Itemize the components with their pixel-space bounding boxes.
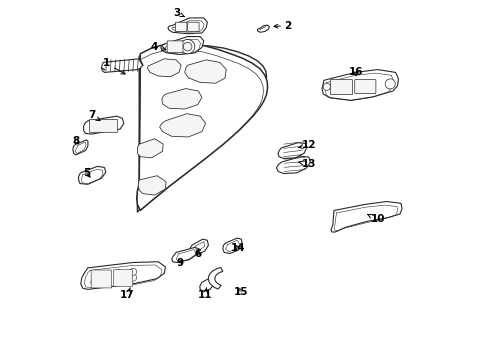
Polygon shape — [161, 37, 204, 54]
Polygon shape — [101, 59, 143, 72]
Text: 1: 1 — [103, 58, 125, 74]
FancyBboxPatch shape — [91, 270, 112, 288]
Text: 13: 13 — [298, 159, 317, 169]
Polygon shape — [160, 114, 205, 137]
Text: 11: 11 — [197, 288, 212, 301]
FancyBboxPatch shape — [114, 270, 132, 287]
Text: 10: 10 — [368, 214, 385, 224]
Polygon shape — [81, 262, 166, 289]
Polygon shape — [185, 60, 226, 83]
Polygon shape — [258, 25, 270, 32]
Text: 14: 14 — [230, 243, 245, 253]
Text: 2: 2 — [274, 21, 292, 31]
Text: 4: 4 — [151, 42, 166, 52]
Circle shape — [180, 40, 195, 54]
FancyBboxPatch shape — [330, 80, 353, 95]
Circle shape — [91, 279, 98, 286]
Polygon shape — [137, 43, 268, 211]
Circle shape — [129, 274, 137, 281]
Polygon shape — [278, 143, 307, 158]
Circle shape — [385, 79, 395, 89]
Text: 16: 16 — [349, 67, 364, 77]
Polygon shape — [73, 140, 88, 155]
Circle shape — [183, 42, 192, 51]
Circle shape — [101, 271, 108, 279]
Text: 15: 15 — [234, 287, 248, 297]
Circle shape — [323, 83, 330, 90]
Polygon shape — [223, 238, 242, 253]
FancyBboxPatch shape — [89, 120, 118, 132]
Text: 12: 12 — [298, 140, 317, 150]
Text: 9: 9 — [176, 258, 183, 268]
Polygon shape — [276, 156, 310, 174]
FancyBboxPatch shape — [175, 22, 187, 32]
Text: 6: 6 — [194, 248, 201, 258]
Polygon shape — [208, 267, 223, 289]
Polygon shape — [172, 247, 199, 262]
FancyBboxPatch shape — [167, 41, 183, 52]
Text: 17: 17 — [120, 288, 135, 301]
Circle shape — [103, 277, 111, 284]
Polygon shape — [84, 116, 124, 134]
Polygon shape — [162, 89, 202, 109]
FancyBboxPatch shape — [188, 22, 199, 32]
Polygon shape — [137, 45, 267, 212]
Polygon shape — [78, 166, 106, 184]
Circle shape — [117, 275, 124, 283]
Polygon shape — [322, 69, 398, 100]
Text: 8: 8 — [73, 136, 80, 146]
FancyBboxPatch shape — [355, 80, 376, 94]
Polygon shape — [331, 202, 402, 232]
Text: 3: 3 — [173, 8, 185, 18]
Text: 7: 7 — [88, 111, 100, 121]
Polygon shape — [190, 239, 208, 255]
Polygon shape — [168, 18, 207, 34]
Polygon shape — [137, 139, 163, 158]
Circle shape — [129, 268, 137, 275]
Text: 5: 5 — [83, 168, 90, 178]
Polygon shape — [200, 278, 215, 291]
Polygon shape — [138, 176, 166, 195]
Polygon shape — [147, 59, 181, 77]
Circle shape — [115, 270, 122, 277]
